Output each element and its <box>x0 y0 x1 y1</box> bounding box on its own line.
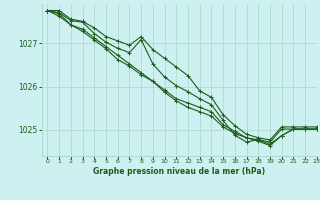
X-axis label: Graphe pression niveau de la mer (hPa): Graphe pression niveau de la mer (hPa) <box>93 167 265 176</box>
